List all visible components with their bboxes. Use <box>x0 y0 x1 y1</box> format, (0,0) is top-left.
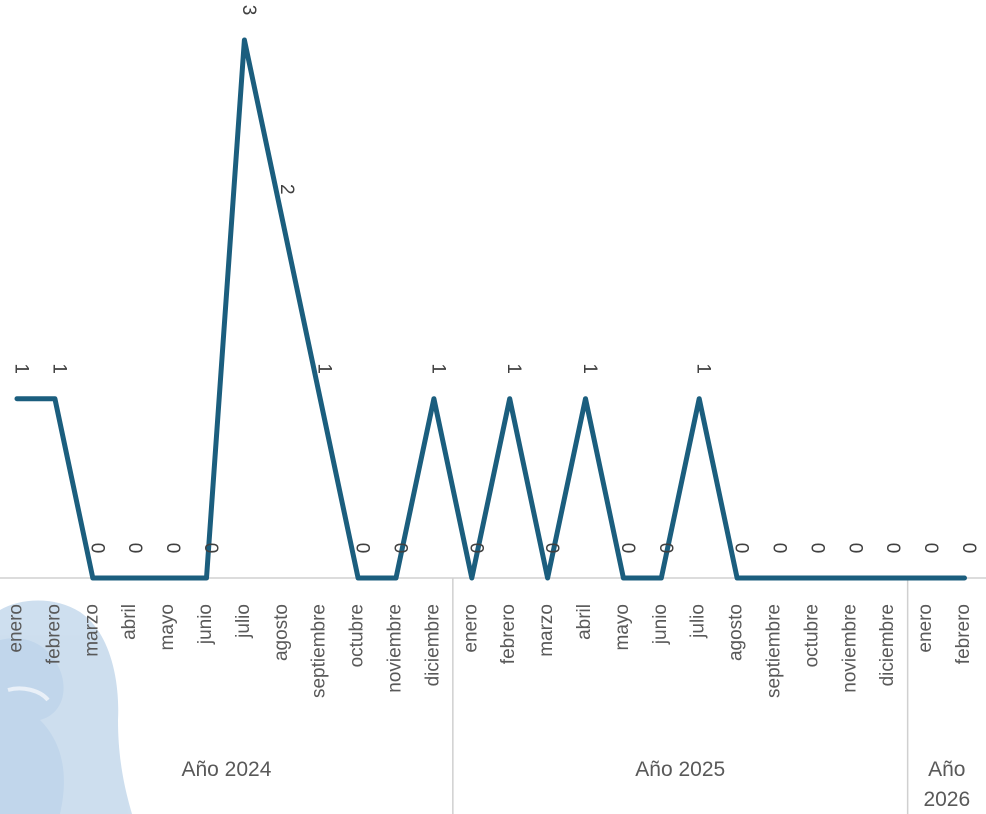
data-label: 0 <box>806 543 827 554</box>
x-tick-label: junio <box>650 604 671 645</box>
x-tick-label: septiembre <box>764 604 785 698</box>
x-tick-label: enero <box>460 604 481 653</box>
x-tick-label: agosto <box>271 604 292 661</box>
data-label: 1 <box>48 363 69 374</box>
x-tick-label: julio <box>688 604 709 639</box>
data-label: 0 <box>920 543 941 554</box>
x-tick-label: mayo <box>157 604 178 650</box>
data-label: 1 <box>427 363 448 374</box>
x-group-label: Año 2024 <box>181 758 271 781</box>
data-label: 0 <box>655 543 676 554</box>
data-label: 1 <box>693 363 714 374</box>
series-layer <box>14 37 967 581</box>
x-tick-label: agosto <box>726 604 747 661</box>
data-labels-layer: 1 1 0 0 0 0 3 2 1 0 0 1 0 1 0 1 0 0 1 0 0 0 0 0 0 0 <box>11 5 980 554</box>
watermark-logo <box>0 600 132 814</box>
x-tick-label: octubre <box>801 604 822 667</box>
data-label: 1 <box>503 363 524 374</box>
data-label: 0 <box>86 543 107 554</box>
x-tick-label: noviembre <box>839 604 860 693</box>
data-label: 0 <box>731 543 752 554</box>
data-label: 0 <box>882 543 903 554</box>
x-tick-label: septiembre <box>309 604 330 698</box>
x-group-labels-layer: Año 2024 Año 2025 Año 2026 <box>181 758 970 811</box>
data-label: 1 <box>314 363 335 374</box>
data-label: 3 <box>238 5 259 16</box>
data-label: 0 <box>844 543 865 554</box>
x-tick-label: enero <box>6 604 27 653</box>
x-tick-label: febrero <box>953 604 974 664</box>
data-label: 0 <box>958 543 979 554</box>
x-tick-label: enero <box>915 604 936 653</box>
x-tick-label: marzo <box>536 604 557 657</box>
x-tick-label: abril <box>119 604 140 640</box>
x-tick-label: octubre <box>347 604 368 667</box>
x-group-label: Año 2026 <box>923 758 970 811</box>
x-tick-label: abril <box>574 604 595 640</box>
x-tick-label: mayo <box>612 604 633 650</box>
data-label: 1 <box>579 363 600 374</box>
data-label: 0 <box>200 543 221 554</box>
data-label: 0 <box>352 543 373 554</box>
series-line <box>14 37 967 581</box>
data-label: 0 <box>465 543 486 554</box>
x-tick-label: diciembre <box>422 604 443 686</box>
data-label: 0 <box>769 543 790 554</box>
data-label: 2 <box>276 184 297 195</box>
x-tick-label: julio <box>233 604 254 639</box>
x-tick-label: diciembre <box>877 604 898 686</box>
x-tick-label: febrero <box>43 604 64 664</box>
x-tick-label: marzo <box>81 604 102 657</box>
x-tick-label: noviembre <box>385 604 406 693</box>
data-label: 1 <box>11 363 32 374</box>
data-label: 0 <box>124 543 145 554</box>
data-label: 0 <box>617 543 638 554</box>
x-tick-label: febrero <box>498 604 519 664</box>
data-label: 0 <box>541 543 562 554</box>
x-group-label: Año 2025 <box>635 758 725 781</box>
axes-layer <box>0 577 986 814</box>
data-label: 0 <box>162 543 183 554</box>
x-tick-label: junio <box>195 604 216 645</box>
x-tick-labels-layer: enero febrero marzo abril mayo junio julio agos… <box>6 604 975 698</box>
data-label: 0 <box>390 543 411 554</box>
